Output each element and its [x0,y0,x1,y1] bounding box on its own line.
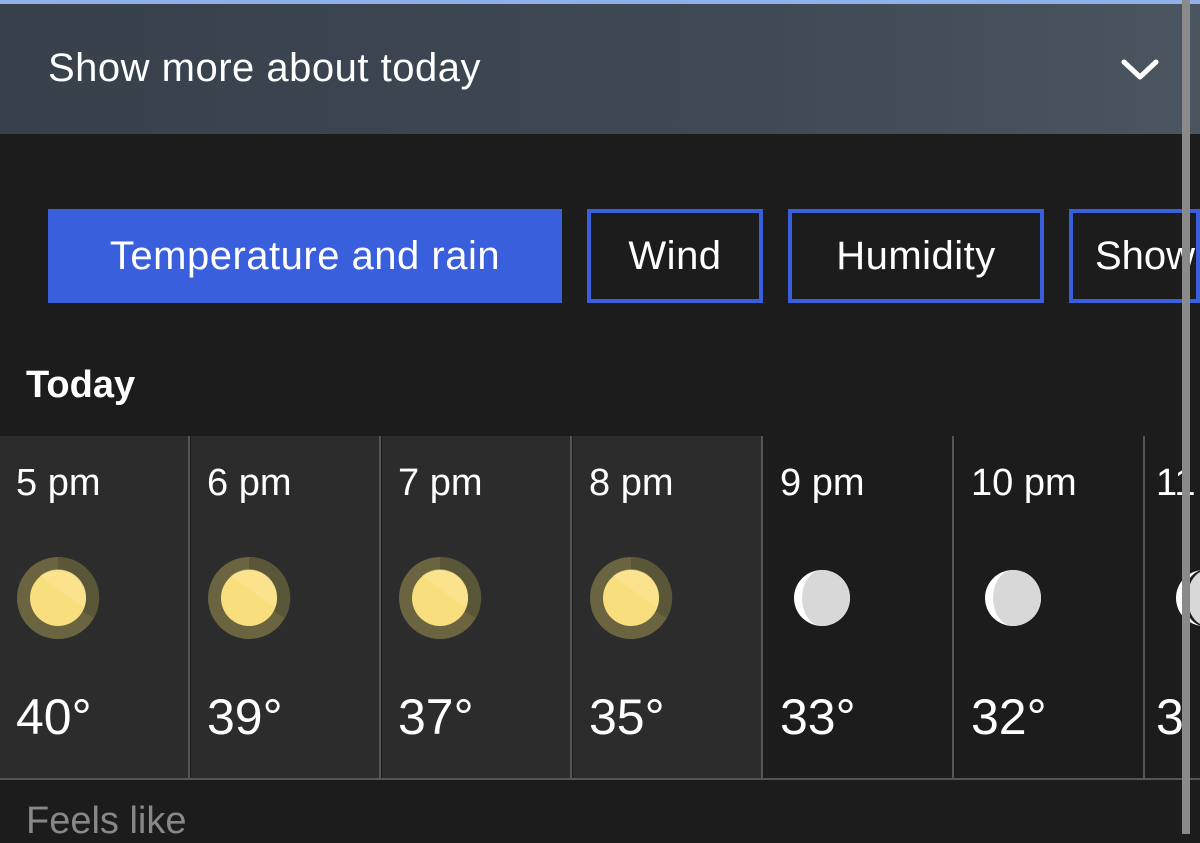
hour-temp: 33° [780,689,856,745]
hour-time: 6 pm [207,462,292,504]
moon-icon [1162,556,1200,640]
hour-time: 8 pm [589,462,674,504]
show-more-toggle[interactable]: Show more about today [0,4,1200,134]
sun-icon [398,556,482,640]
tab-show[interactable]: Show [1069,209,1200,303]
chevron-down-icon[interactable] [1118,54,1162,84]
hour-temp: 37° [398,689,474,745]
top-accent-line [0,0,1200,4]
hour-time: 7 pm [398,462,483,504]
hour-time: 10 pm [971,462,1077,504]
tab-wind[interactable]: Wind [587,209,763,303]
hour-temp: 39° [207,689,283,745]
sun-icon [16,556,100,640]
sun-icon [207,556,291,640]
tab-temperature-and-rain[interactable]: Temperature and rain [48,209,562,303]
hour-cell[interactable]: 11 3 [1146,436,1200,778]
hour-cell[interactable]: 9 pm 33° [764,436,954,778]
feels-like-label: Feels like [26,800,187,842]
hour-temp: 32° [971,689,1047,745]
hour-time: 5 pm [16,462,101,504]
hour-cell[interactable]: 5 pm 40° [0,436,190,778]
hour-cell[interactable]: 10 pm 32° [955,436,1145,778]
header-title: Show more about today [48,46,481,90]
moon-icon [971,556,1055,640]
hour-temp: 35° [589,689,665,745]
hour-cell[interactable]: 8 pm 35° [573,436,763,778]
hour-cell[interactable]: 7 pm 37° [382,436,572,778]
hour-cell[interactable]: 6 pm 39° [191,436,381,778]
divider [0,778,1200,780]
moon-icon [780,556,864,640]
hour-temp: 40° [16,689,92,745]
sun-icon [589,556,673,640]
tab-humidity[interactable]: Humidity [788,209,1044,303]
scrollbar[interactable] [1182,0,1190,834]
hour-time: 9 pm [780,462,865,504]
hour-temp: 3 [1156,689,1184,745]
section-title: Today [26,364,136,406]
